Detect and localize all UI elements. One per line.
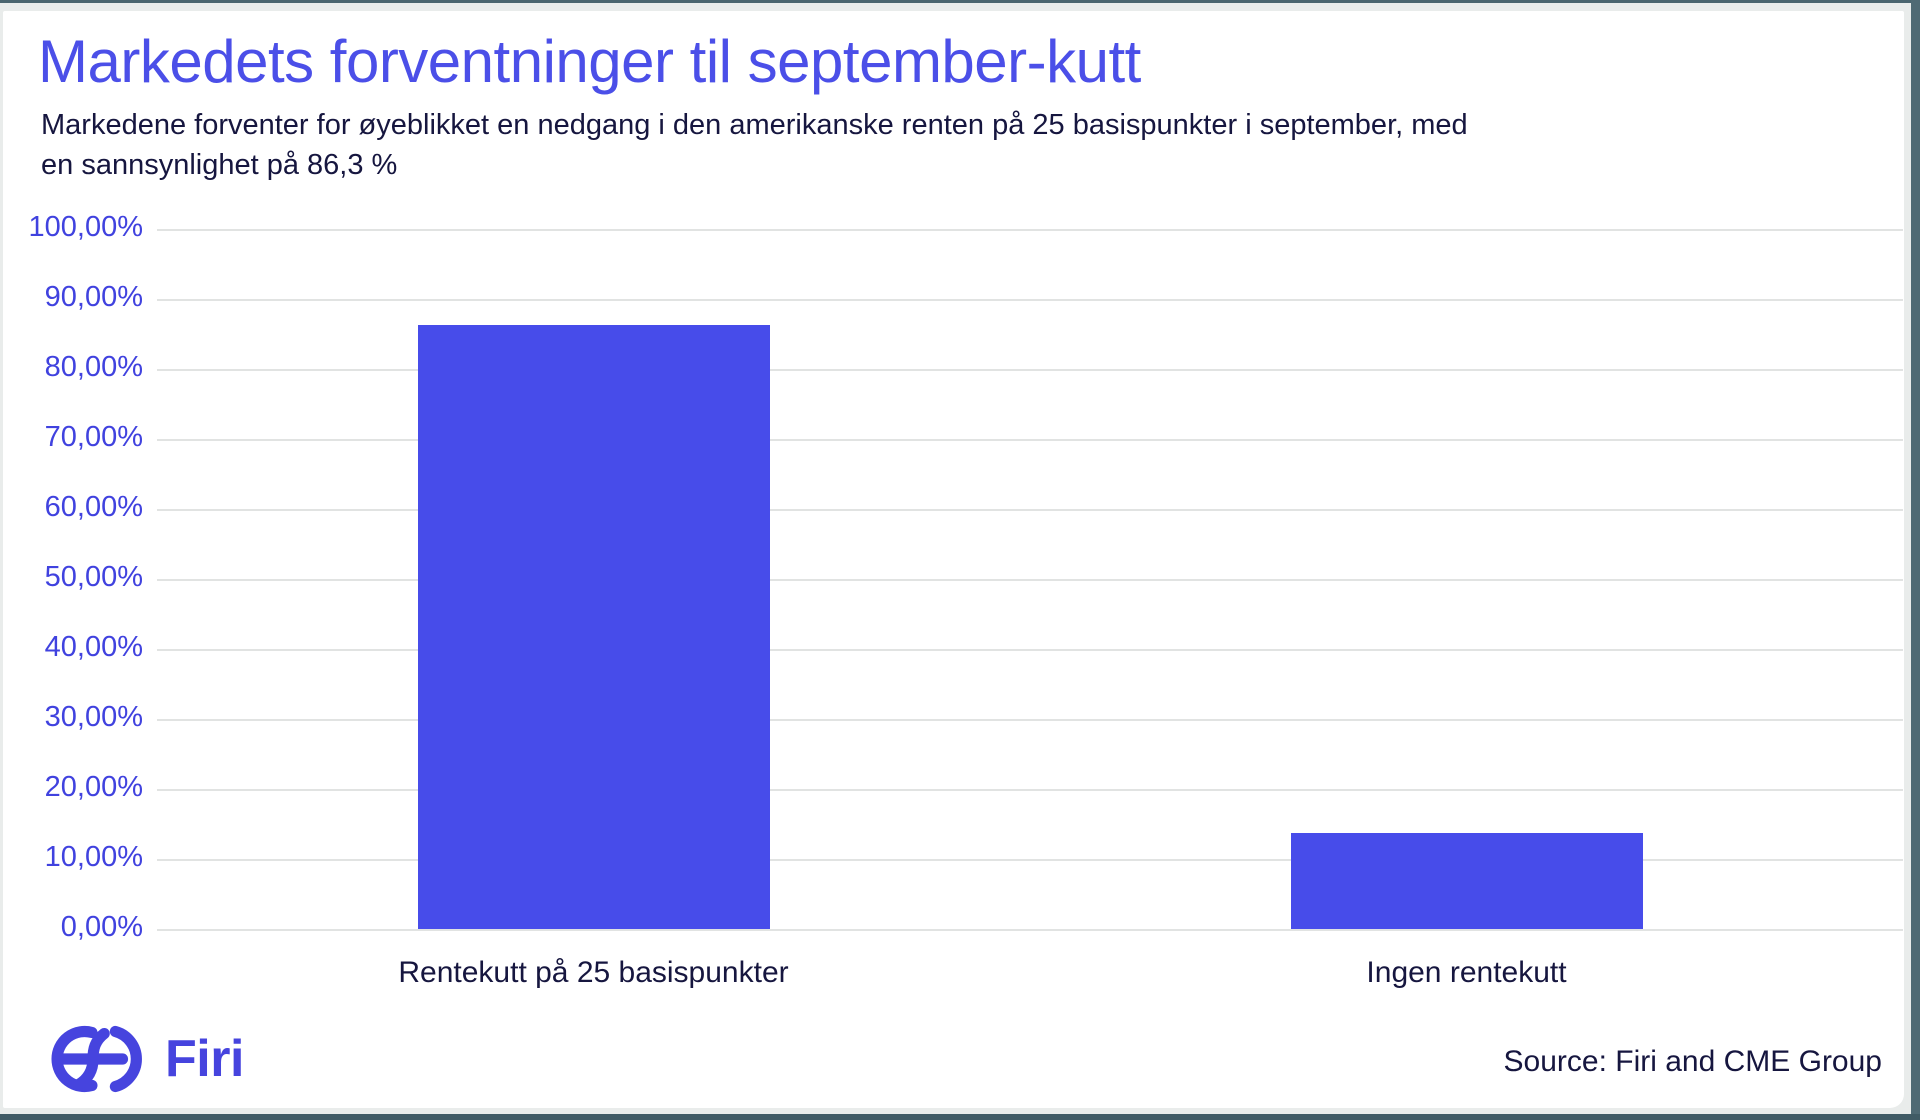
window-frame-right <box>1911 0 1920 1120</box>
chart-card: Markedets forventninger til september-ku… <box>3 11 1904 1108</box>
y-axis-tick-label: 60,00% <box>44 491 143 523</box>
gridline-20 <box>157 789 1903 791</box>
gridline-100 <box>157 229 1903 231</box>
firi-logo: Firi <box>37 1021 244 1097</box>
y-axis-tick-label: 70,00% <box>44 421 143 453</box>
y-axis-tick-label: 20,00% <box>44 771 143 803</box>
chart-subtitle-line2: en sannsynlighet på 86,3 % <box>41 149 398 181</box>
y-axis-tick-label: 100,00% <box>28 211 144 243</box>
gridline-80 <box>157 369 1903 371</box>
gridline-30 <box>157 719 1903 721</box>
y-axis-tick-label: 50,00% <box>44 561 143 593</box>
y-axis-tick-label: 80,00% <box>44 351 143 383</box>
bar-2 <box>1290 833 1643 929</box>
gridline-70 <box>157 439 1903 441</box>
x-axis-category-label: Rentekutt på 25 basispunkter <box>398 956 789 989</box>
y-axis-tick-label: 30,00% <box>44 701 143 733</box>
chart-subtitle: Markedene forventer for øyeblikket en ne… <box>41 105 1468 185</box>
y-axis-tick-label: 0,00% <box>60 911 143 943</box>
y-axis-tick-label: 90,00% <box>44 281 143 313</box>
gridline-90 <box>157 299 1903 301</box>
window-frame-top <box>0 0 1920 3</box>
gridline-0 <box>157 929 1903 931</box>
gridline-50 <box>157 579 1903 581</box>
window-frame-bottom <box>0 1114 1920 1120</box>
gridline-40 <box>157 649 1903 651</box>
gridline-60 <box>157 509 1903 511</box>
chart-subtitle-line1: Markedene forventer for øyeblikket en ne… <box>41 109 1468 141</box>
chart-title: Markedets forventninger til september-ku… <box>38 28 1141 95</box>
firi-logo-icon <box>37 1021 149 1097</box>
source-attribution: Source: Firi and CME Group <box>1503 1045 1882 1078</box>
gridline-10 <box>157 859 1903 861</box>
firi-logo-text: Firi <box>165 1030 244 1088</box>
plot-area: 0,00% 10,00% 20,00% 30,00% 40,00% 50,00% 60,00… <box>29 211 1903 989</box>
y-axis-tick-label: 40,00% <box>44 631 143 663</box>
x-axis-category-label: Ingen rentekutt <box>1366 956 1567 989</box>
bar-1 <box>417 324 770 929</box>
y-axis-tick-label: 10,00% <box>44 841 143 873</box>
